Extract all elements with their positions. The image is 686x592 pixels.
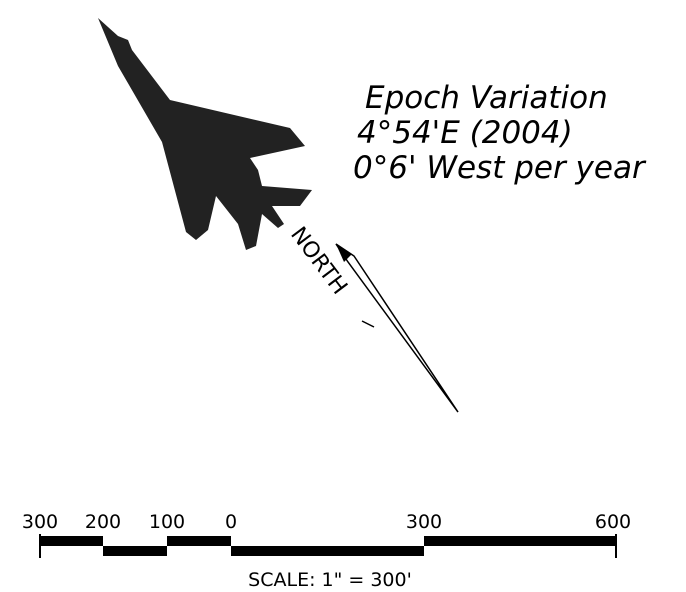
scale-label: 0 [225, 511, 237, 533]
scale-end [615, 534, 617, 558]
annual-change: 0°6' West per year [353, 150, 647, 186]
scale-segment [424, 536, 616, 546]
scale-segment [40, 536, 103, 546]
scale-segment [231, 546, 424, 556]
scale-label: 200 [85, 511, 121, 533]
scale-segment [167, 536, 231, 546]
scale-caption: SCALE: 1" = 300' [248, 569, 412, 591]
scale-label: 100 [149, 511, 185, 533]
scale-label: 600 [595, 511, 631, 533]
north-arrow [335, 243, 459, 413]
aircraft-silhouette [98, 18, 312, 250]
scale-end [39, 534, 41, 558]
scale-label: 300 [406, 511, 442, 533]
scale-bar [39, 534, 617, 558]
scale-segment [103, 546, 167, 556]
arrow-head [336, 244, 352, 262]
epoch-value: 4°54'E (2004) [357, 115, 573, 151]
scale-label: 300 [22, 511, 58, 533]
epoch-title: Epoch Variation [365, 80, 608, 116]
north-label: NORTH [285, 223, 352, 300]
north-tick [361, 320, 375, 328]
